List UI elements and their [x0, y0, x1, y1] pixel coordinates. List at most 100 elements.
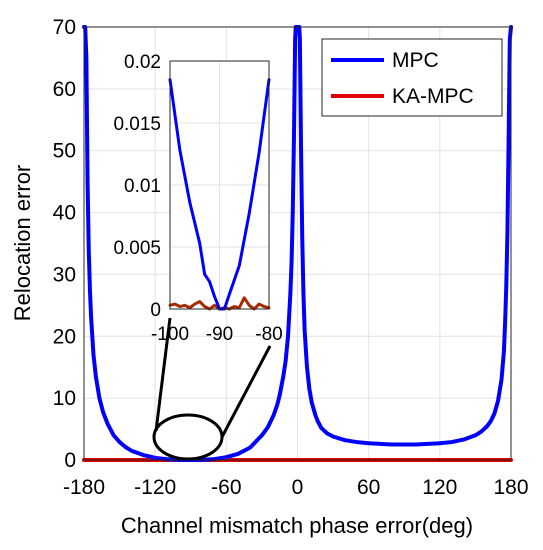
data-point-mpc [98, 397, 101, 399]
data-point-mpc [267, 426, 269, 428]
x-tick-label: 180 [493, 476, 528, 499]
data-point-ka-mpc [233, 305, 235, 308]
data-point-mpc [490, 420, 492, 422]
data-point-mpc [415, 443, 417, 446]
main-y-ticks: 0 10 20 30 40 50 60 70 [53, 16, 76, 472]
y-tick-label: 20 [53, 325, 76, 348]
data-point-mpc [293, 137, 295, 139]
y-axis-label: Relocation error [10, 165, 35, 322]
data-point-mpc [506, 230, 509, 232]
data-point-mpc [90, 317, 92, 319]
data-point-mpc [311, 401, 313, 404]
data-point-mpc [290, 261, 293, 263]
data-point-mpc [292, 211, 294, 214]
y-tick-label: 0 [64, 449, 76, 472]
data-point-ka-mpc [184, 304, 186, 306]
y-tick-label: 0.005 [113, 238, 161, 259]
data-point-mpc [86, 181, 89, 183]
data-point-mpc [88, 249, 90, 251]
data-point-mpc [102, 411, 104, 413]
zoom-connector-left [154, 317, 172, 432]
data-point-mpc [261, 434, 263, 436]
legend: MPC KA-MPC [321, 38, 503, 117]
data-point-ka-mpc [243, 297, 245, 299]
y-tick-label: 0 [150, 300, 161, 321]
data-point-mpc [300, 150, 302, 152]
data-point-mpc [301, 236, 303, 238]
data-point-ka-mpc [179, 305, 181, 308]
data-point-mpc [427, 443, 429, 445]
x-tick-label: 120 [422, 476, 457, 499]
data-point-ka-mpc [174, 303, 176, 305]
data-point-mpc [317, 420, 319, 422]
data-point-mpc [500, 378, 503, 381]
data-point-mpc [306, 366, 308, 368]
data-point-mpc [179, 149, 181, 151]
data-point-mpc [209, 281, 211, 283]
data-point-mpc [213, 296, 216, 298]
data-point-mpc [294, 38, 296, 40]
data-point-ka-mpc [258, 303, 260, 305]
data-point-mpc [503, 351, 505, 353]
data-point-mpc [302, 292, 305, 294]
data-point-mpc [391, 443, 393, 446]
data-point-mpc [480, 430, 482, 433]
inset-plot-frame [169, 60, 270, 310]
data-point-mpc [497, 400, 499, 402]
data-point-mpc [299, 38, 301, 40]
x-axis-label: Channel mismatch phase error(deg) [121, 513, 473, 538]
data-point-mpc [273, 414, 275, 416]
y-tick-label: 70 [53, 16, 76, 39]
data-point-mpc [508, 137, 510, 139]
data-point-mpc [189, 201, 191, 203]
y-tick-label: 60 [53, 78, 76, 101]
inset-y-ticks: 0 0.005 0.01 0.015 0.02 [113, 52, 161, 321]
data-point-mpc [314, 414, 316, 416]
data-point-mpc [124, 446, 127, 448]
y-tick-label: 0.01 [124, 176, 161, 197]
data-point-mpc [356, 441, 358, 443]
data-point-ka-mpc [248, 304, 250, 306]
data-point-ka-mpc [213, 304, 216, 306]
data-point-mpc [439, 442, 441, 444]
data-point-ka-mpc [263, 305, 265, 308]
data-point-mpc [107, 423, 109, 425]
data-point-mpc [237, 453, 239, 455]
data-point-mpc [368, 442, 370, 444]
data-point-mpc [285, 360, 287, 362]
data-point-ka-mpc [194, 303, 196, 305]
legend-label-mpc: MPC [392, 49, 439, 72]
legend-box [321, 38, 503, 117]
data-point-ka-mpc [238, 307, 240, 309]
y-tick-label: 0.015 [113, 114, 161, 135]
series-line-mpc [168, 78, 271, 311]
data-point-mpc [113, 434, 115, 436]
data-point-mpc [213, 458, 216, 460]
data-point-mpc [287, 335, 289, 337]
data-point-mpc [308, 388, 310, 390]
data-point-mpc [505, 286, 507, 288]
data-point-mpc [228, 293, 230, 295]
data-point-mpc [379, 443, 382, 445]
data-point-mpc [92, 354, 95, 356]
zoom-connector-right [220, 345, 272, 438]
main-x-ticks: -180 -120 -60 0 60 120 180 [63, 476, 529, 499]
data-point-mpc [248, 212, 250, 215]
x-tick-label: -60 [211, 476, 241, 499]
data-point-mpc [258, 152, 260, 154]
data-point-ka-mpc [204, 305, 206, 308]
legend-label-ka-mpc: KA-MPC [392, 85, 474, 108]
x-tick-label: -120 [134, 476, 176, 499]
data-point-mpc [249, 447, 251, 449]
data-point-mpc [504, 323, 506, 325]
data-point-ka-mpc [199, 300, 201, 303]
x-tick-label: 60 [357, 476, 380, 499]
main-plot-frame [83, 26, 512, 461]
data-point-mpc [276, 403, 278, 405]
x-tick-label: -90 [206, 324, 233, 345]
data-point-mpc [199, 242, 201, 244]
data-point-mpc [486, 425, 488, 427]
data-point-mpc [238, 265, 240, 267]
data-point-mpc [320, 427, 322, 429]
